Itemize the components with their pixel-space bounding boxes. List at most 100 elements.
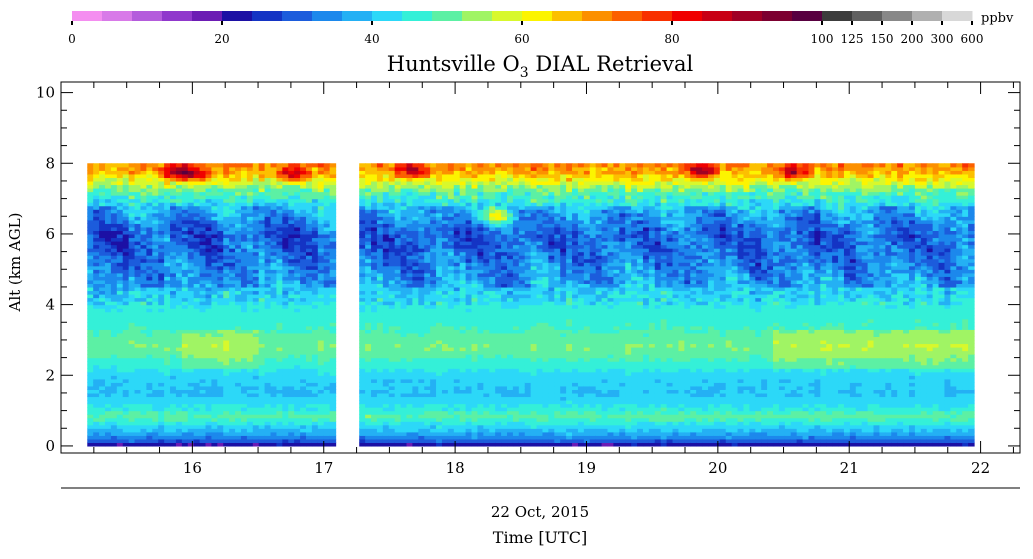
- heatmap-cell: [116, 216, 124, 221]
- heatmap-cell: [217, 375, 224, 380]
- heatmap-cell: [471, 378, 479, 383]
- heatmap-cell: [436, 389, 443, 394]
- heatmap-cell: [459, 265, 467, 270]
- heatmap-cell: [412, 188, 419, 193]
- heatmap-cell: [317, 336, 325, 341]
- heatmap-cell: [453, 265, 461, 270]
- heatmap-cell: [193, 431, 201, 436]
- heatmap-cell: [412, 170, 419, 175]
- heatmap-cell: [436, 329, 443, 334]
- heatmap-cell: [205, 180, 213, 186]
- heatmap-cell: [365, 336, 372, 341]
- heatmap-cell: [181, 361, 189, 366]
- heatmap-cell: [199, 188, 207, 193]
- heatmap-cell: [459, 251, 467, 256]
- heatmap-cell: [158, 219, 165, 224]
- heatmap-cell: [252, 421, 260, 426]
- heatmap-cell: [217, 272, 224, 277]
- heatmap-cell: [128, 336, 136, 341]
- heatmap-cell: [323, 414, 331, 419]
- heatmap-cell: [376, 248, 384, 253]
- heatmap-cell: [187, 435, 195, 440]
- heatmap-cell: [430, 212, 437, 217]
- heatmap-cell: [441, 442, 449, 447]
- heatmap-cell: [382, 311, 390, 316]
- heatmap-cell: [436, 216, 443, 221]
- heatmap-cell: [311, 350, 319, 355]
- heatmap-cell: [223, 400, 230, 405]
- heatmap-cell: [311, 410, 319, 415]
- heatmap-cell: [436, 322, 443, 327]
- heatmap-cell: [388, 216, 396, 221]
- heatmap-cell: [441, 311, 449, 316]
- heatmap-cell: [87, 431, 94, 436]
- heatmap-cell: [365, 318, 372, 323]
- heatmap-cell: [199, 396, 207, 401]
- heatmap-cell: [134, 361, 142, 366]
- heatmap-cell: [306, 251, 313, 256]
- heatmap-cell: [146, 343, 153, 348]
- heatmap-cell: [441, 371, 449, 376]
- heatmap-cell: [110, 410, 118, 415]
- heatmap-cell: [436, 407, 443, 412]
- heatmap-cell: [282, 283, 289, 288]
- heatmap-cell: [105, 276, 112, 281]
- heatmap-cell: [229, 241, 236, 246]
- heatmap-cell: [406, 226, 414, 231]
- heatmap-cell: [99, 311, 106, 316]
- colorbar-swatch: [852, 11, 883, 21]
- heatmap-cell: [371, 276, 378, 281]
- heatmap-cell: [87, 371, 94, 376]
- heatmap-cell: [294, 318, 301, 323]
- heatmap-cell: [146, 297, 153, 302]
- heatmap-cell: [193, 184, 201, 189]
- heatmap-cell: [270, 396, 278, 401]
- heatmap-cell: [317, 163, 325, 168]
- heatmap-cell: [317, 216, 325, 221]
- heatmap-cell: [311, 403, 319, 408]
- heatmap-cell: [418, 308, 425, 313]
- heatmap-cell: [471, 410, 479, 415]
- heatmap-cell: [329, 233, 337, 239]
- heatmap-cell: [471, 375, 479, 380]
- heatmap-cell: [376, 237, 384, 242]
- heatmap-cell: [459, 279, 467, 284]
- heatmap-cell: [175, 170, 183, 175]
- heatmap-cell: [187, 357, 195, 362]
- heatmap-cell: [412, 332, 419, 337]
- heatmap-cell: [187, 382, 195, 387]
- colorbar-tick-label: 0: [68, 32, 76, 46]
- heatmap-cell: [365, 163, 372, 168]
- heatmap-cell: [134, 438, 142, 443]
- heatmap-cell: [300, 184, 307, 189]
- heatmap-cell: [116, 350, 124, 355]
- heatmap-cell: [471, 371, 479, 376]
- heatmap-cell: [187, 198, 195, 203]
- heatmap-cell: [376, 173, 384, 178]
- heatmap-cell: [134, 442, 142, 447]
- heatmap-cell: [140, 385, 147, 390]
- heatmap-cell: [99, 255, 106, 260]
- heatmap-cell: [229, 311, 236, 316]
- heatmap-cell: [99, 163, 106, 168]
- heatmap-cell: [187, 325, 195, 330]
- heatmap-cell: [424, 255, 431, 260]
- heatmap-cell: [300, 421, 307, 426]
- heatmap-cell: [140, 198, 147, 203]
- heatmap-cell: [205, 223, 213, 228]
- heatmap-cell: [205, 332, 213, 337]
- heatmap-cell: [258, 177, 266, 182]
- heatmap-cell: [105, 371, 112, 376]
- heatmap-cell: [394, 248, 402, 253]
- heatmap-cell: [447, 389, 455, 394]
- heatmap-cell: [424, 354, 431, 359]
- heatmap-cell: [170, 237, 177, 242]
- heatmap-cell: [105, 389, 112, 394]
- heatmap-cell: [400, 233, 408, 239]
- heatmap-cell: [382, 177, 390, 182]
- heatmap-cell: [471, 396, 479, 401]
- heatmap-cell: [388, 431, 396, 436]
- heatmap-cell: [406, 403, 414, 408]
- heatmap-cell: [317, 438, 325, 443]
- heatmap-cell: [453, 421, 461, 426]
